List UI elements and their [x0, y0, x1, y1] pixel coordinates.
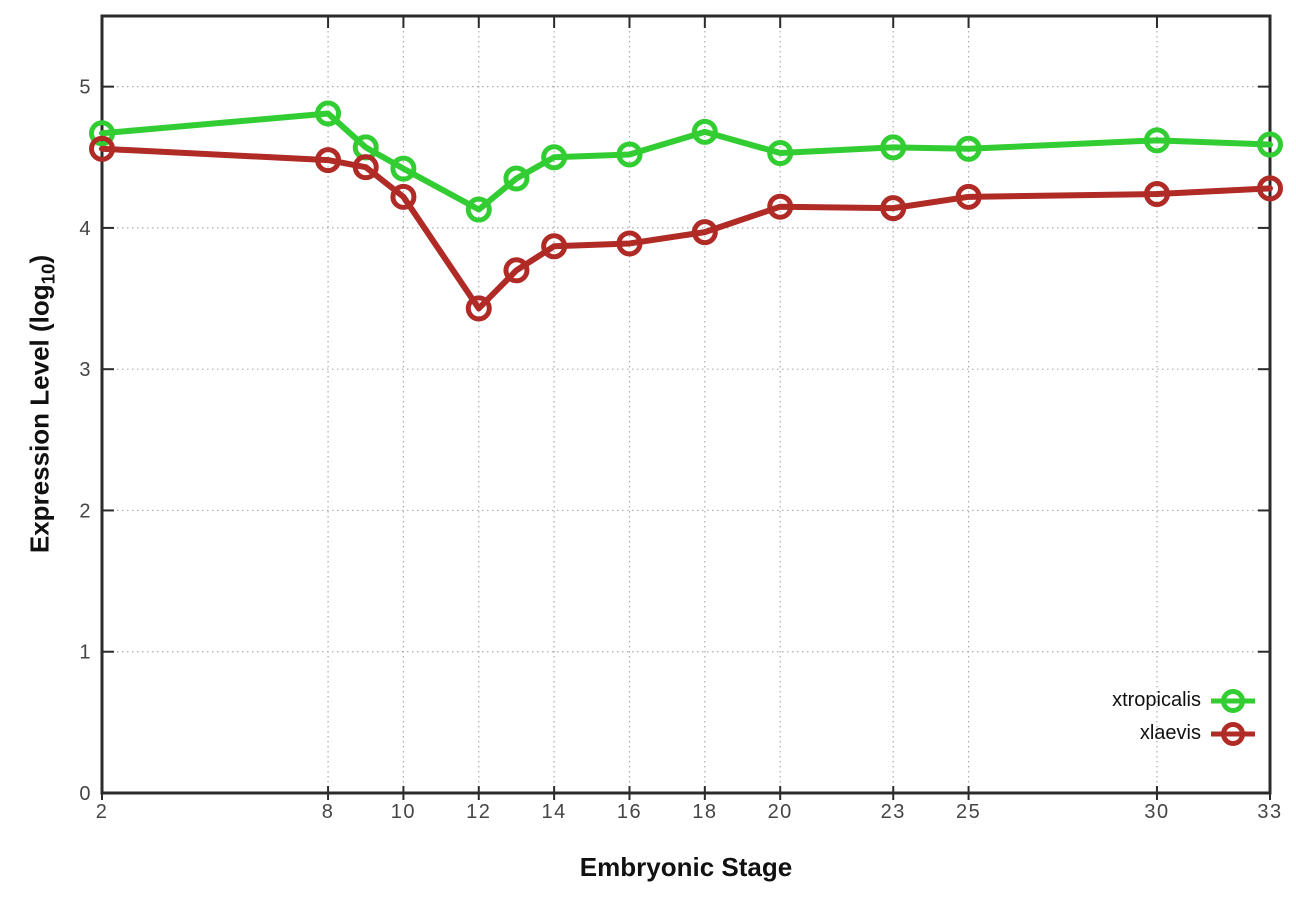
data-point-marker [767, 193, 794, 220]
x-tick-label: 10 [391, 801, 416, 823]
x-tick-label: 33 [1257, 801, 1282, 823]
y-axis-title-subscript: 10 [37, 263, 59, 285]
y-tick-label: 3 [79, 359, 92, 381]
data-point-marker [1257, 175, 1283, 202]
data-point-marker [541, 144, 568, 171]
data-point-marker [390, 155, 417, 182]
data-point-marker [1143, 181, 1170, 208]
y-tick-label: 0 [79, 783, 92, 805]
x-tick-label: 2 [96, 801, 109, 823]
tick-marks [101, 16, 1271, 800]
x-tick-label: 20 [768, 801, 793, 823]
x-tick-label: 25 [956, 801, 981, 823]
legend-sample-line-icon [1211, 721, 1255, 746]
y-axis-title-text: Expression Level (log [24, 284, 55, 554]
data-point-marker [465, 295, 492, 322]
data-point-marker [541, 233, 568, 260]
y-axis-title-suffix: ) [24, 254, 55, 264]
legend-label-xtropicalis: xtropicalis [1112, 689, 1201, 711]
legend-label-xlaevis: xlaevis [1139, 722, 1201, 744]
data-point-marker [616, 141, 643, 168]
legend-entry-xlaevis: xlaevis [1140, 717, 1256, 750]
legend-entry-xtropicalis: xtropicalis [1112, 684, 1256, 717]
data-point-marker [89, 120, 115, 147]
x-tick-label: 8 [322, 801, 335, 823]
x-axis-title: Embryonic Stage [579, 852, 793, 882]
grid [102, 16, 1270, 793]
data-point-marker [767, 140, 794, 167]
data-point-marker [1257, 131, 1283, 158]
data-point-marker [691, 118, 718, 145]
x-tick-label: 16 [617, 801, 642, 823]
data-point-marker [616, 230, 643, 257]
data-point-marker [503, 257, 530, 284]
data-point-marker [1143, 127, 1170, 154]
data-point-marker [880, 195, 907, 222]
y-tick-label: 5 [79, 77, 92, 99]
data-point-marker [315, 147, 342, 174]
y-tick-label: 1 [79, 642, 92, 664]
x-tick-label: 14 [542, 801, 567, 823]
legend: xtropicalis xlaevis [1112, 684, 1256, 750]
legend-sample-line-icon [1211, 688, 1255, 713]
data-point-marker [465, 196, 492, 223]
data-point-marker [315, 100, 342, 127]
series-markers-xlaevis [89, 135, 1283, 322]
x-tick-label: 18 [692, 801, 717, 823]
data-point-marker [89, 135, 115, 162]
series-line-xlaevis [99, 145, 1273, 312]
plot-border [100, 14, 1272, 795]
x-tick-label: 12 [466, 801, 491, 823]
x-tick-label: 23 [881, 801, 906, 823]
data-point-marker [880, 134, 907, 161]
x-tick-label: 30 [1144, 801, 1169, 823]
y-axis-title: Expression Level (log10) [24, 255, 59, 553]
y-tick-label: 4 [79, 218, 92, 240]
data-point-marker [955, 135, 982, 162]
data-point-marker [352, 154, 379, 181]
data-point-marker [390, 183, 417, 210]
data-point-marker [691, 219, 718, 246]
data-point-marker [955, 183, 982, 210]
y-tick-label: 2 [79, 500, 92, 522]
data-point-marker [503, 165, 530, 192]
